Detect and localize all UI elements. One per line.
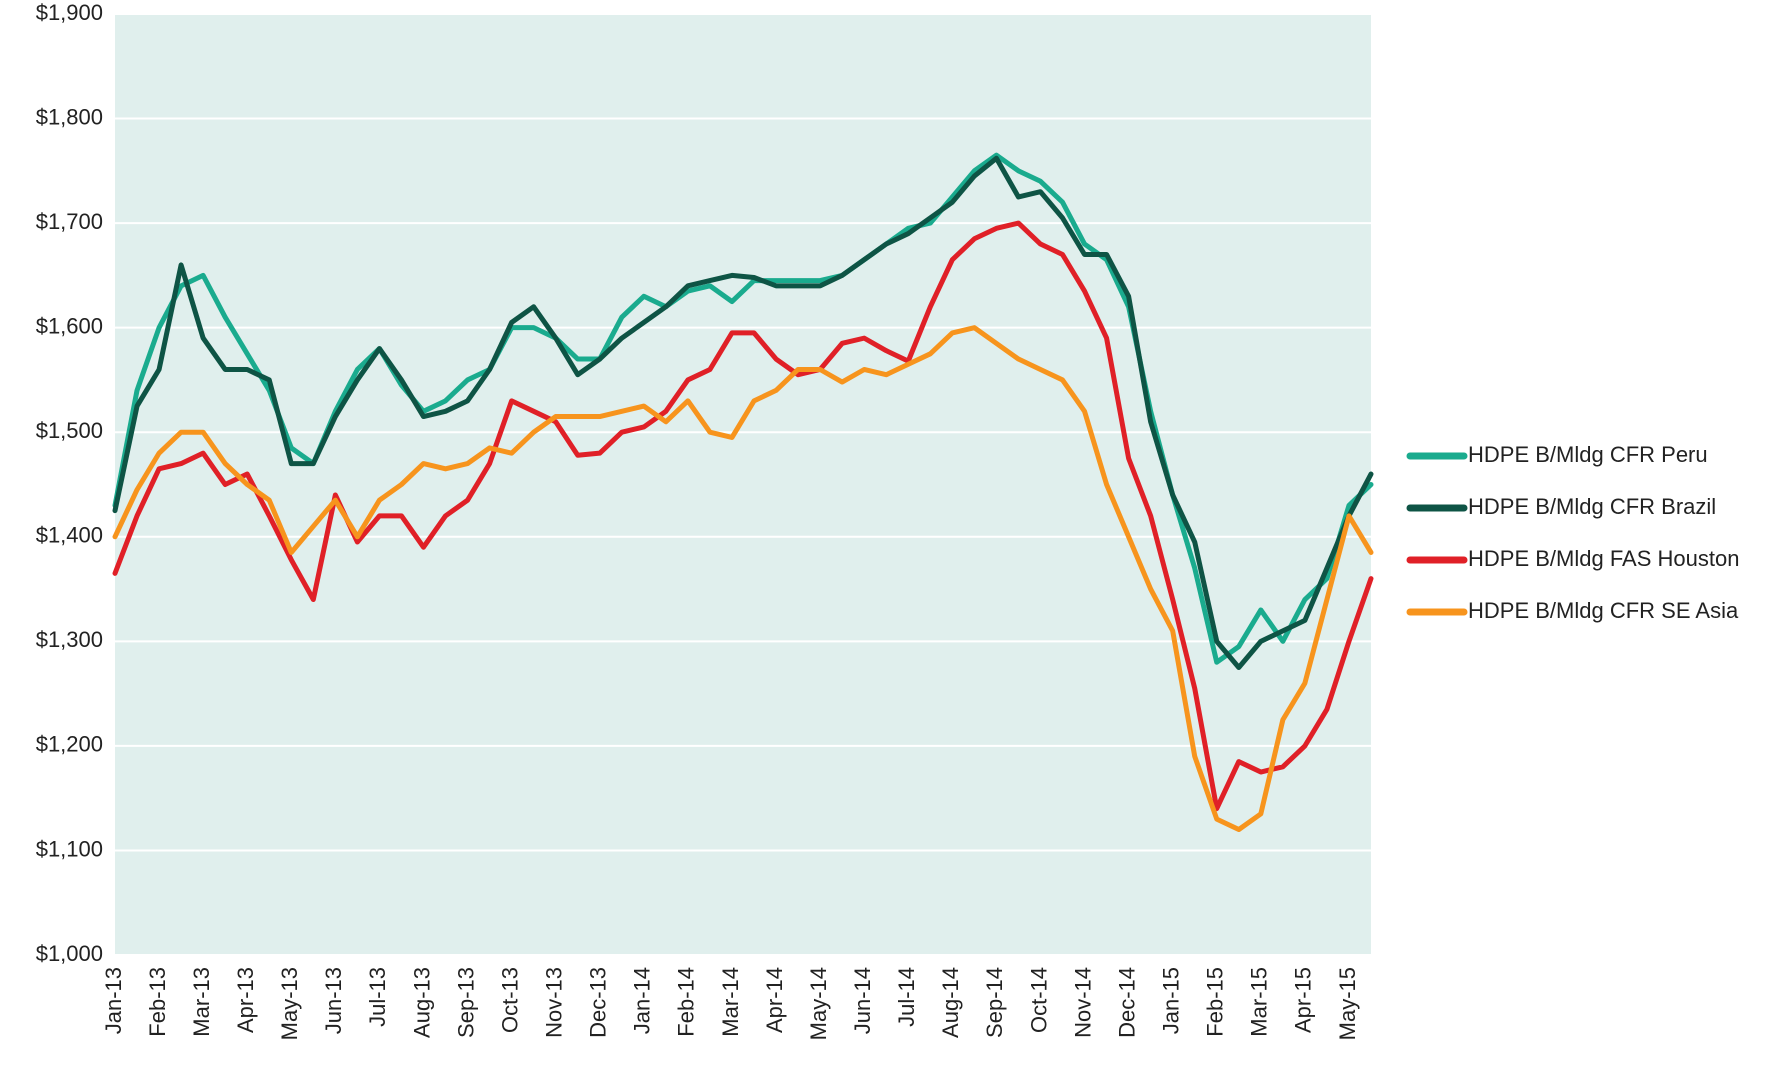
legend-label: HDPE B/Mldg FAS Houston: [1468, 546, 1739, 571]
y-tick-label: $1,400: [36, 523, 103, 548]
series-line: [112, 325, 1374, 833]
x-tick-label: Jun-14: [850, 967, 875, 1034]
x-tick-label: Jan-14: [630, 967, 655, 1034]
x-tick-label: Mar-15: [1247, 967, 1272, 1037]
y-tick-label: $1,000: [36, 941, 103, 966]
y-tick-label: $1,900: [36, 0, 103, 25]
x-tick-label: Dec-14: [1114, 967, 1139, 1038]
x-tick-label: May-14: [806, 967, 831, 1040]
legend-label: HDPE B/Mldg CFR Brazil: [1468, 494, 1716, 519]
x-tick-label: Aug-14: [938, 967, 963, 1038]
x-tick-label: Jan-13: [101, 967, 126, 1034]
x-tick-label: Jul-14: [894, 967, 919, 1027]
series-line: [112, 220, 1374, 812]
legend-label: HDPE B/Mldg CFR Peru: [1468, 442, 1708, 467]
x-tick-label: Apr-15: [1291, 967, 1316, 1033]
x-tick-label: Aug-13: [409, 967, 434, 1038]
x-tick-label: Apr-13: [233, 967, 258, 1033]
x-tick-label: Jan-15: [1158, 967, 1183, 1034]
x-tick-label: Sep-14: [982, 967, 1007, 1038]
x-tick-label: Oct-14: [1026, 967, 1051, 1033]
x-tick-label: Oct-13: [497, 967, 522, 1033]
legend-label: HDPE B/Mldg CFR SE Asia: [1468, 598, 1739, 623]
y-tick-label: $1,600: [36, 313, 103, 338]
series-line: [112, 155, 1374, 670]
x-tick-label: May-13: [277, 967, 302, 1040]
x-tick-label: Mar-14: [718, 967, 743, 1037]
y-tick-label: $1,100: [36, 836, 103, 861]
y-tick-label: $1,500: [36, 418, 103, 443]
x-tick-label: Apr-14: [762, 967, 787, 1033]
x-tick-label: Mar-13: [189, 967, 214, 1037]
x-tick-label: Feb-13: [145, 967, 170, 1037]
x-tick-label: Dec-13: [586, 967, 611, 1038]
plot-area: [115, 14, 1371, 955]
x-tick-label: Jul-13: [365, 967, 390, 1027]
x-tick-label: May-15: [1335, 967, 1360, 1040]
x-tick-label: Jun-13: [321, 967, 346, 1034]
x-tick-label: Sep-13: [453, 967, 478, 1038]
y-tick-label: $1,800: [36, 104, 103, 129]
y-tick-label: $1,200: [36, 732, 103, 757]
x-tick-label: Feb-15: [1203, 967, 1228, 1037]
y-tick-label: $1,700: [36, 209, 103, 234]
y-tick-label: $1,300: [36, 627, 103, 652]
x-tick-label: Nov-14: [1070, 967, 1095, 1038]
x-tick-label: Nov-13: [542, 967, 567, 1038]
x-tick-label: Feb-14: [674, 967, 699, 1037]
